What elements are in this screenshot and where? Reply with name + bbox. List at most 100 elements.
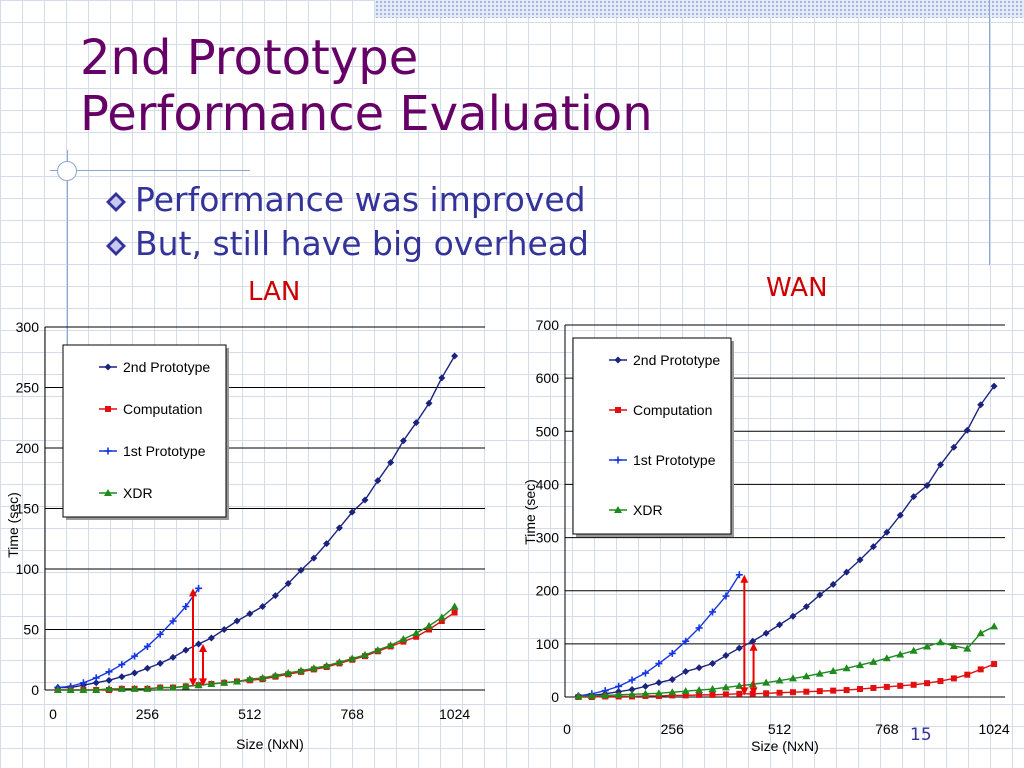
lan-chart: 0 50 100 150 200 250 300 0 256 512 768 1024 Size (Nx… — [5, 319, 485, 752]
data-point — [628, 686, 636, 694]
data-point — [373, 646, 382, 654]
bullet-item: Performance was improved — [105, 178, 589, 222]
legend-label: 2nd Prototype — [123, 359, 210, 375]
data-point — [815, 669, 824, 677]
decorative-line-left — [67, 150, 68, 480]
data-point — [156, 683, 165, 691]
data-point — [709, 608, 717, 616]
data-point — [735, 644, 743, 652]
data-point — [66, 686, 75, 693]
data-point — [601, 691, 610, 699]
y-tick-label: 100 — [536, 636, 560, 652]
data-point — [950, 443, 958, 451]
data-point — [92, 679, 100, 687]
overhead-arrow-head — [749, 642, 758, 651]
data-point — [857, 686, 864, 693]
bullet-text: Performance was improved — [135, 180, 586, 219]
data-point — [323, 540, 331, 548]
data-point — [233, 677, 241, 685]
data-point — [696, 691, 703, 698]
data-point — [964, 671, 971, 678]
data-point — [451, 609, 458, 616]
data-point — [749, 637, 757, 645]
lan-chart-title: LAN — [248, 277, 301, 307]
data-point — [937, 678, 944, 685]
data-point — [682, 637, 690, 645]
x-axis-label: Size (NxN) — [236, 736, 304, 752]
data-point — [896, 511, 904, 519]
slide-title-line1: 2nd Prototype — [80, 30, 419, 86]
data-point — [762, 678, 771, 686]
data-point — [775, 676, 784, 684]
data-point — [843, 687, 850, 694]
data-point — [829, 580, 837, 588]
legend-marker — [104, 489, 112, 496]
data-point — [387, 459, 395, 467]
overhead-arrow-head — [740, 687, 749, 696]
data-point — [143, 684, 152, 692]
legend-marker — [104, 363, 112, 371]
data-point — [856, 556, 864, 564]
data-point — [950, 675, 957, 682]
data-point — [574, 692, 583, 700]
data-point — [641, 689, 650, 697]
diamond-bullet-icon — [106, 235, 126, 256]
slide-title: 2nd Prototype Performance Evaluation — [80, 30, 653, 142]
data-point — [587, 691, 596, 699]
legend: 2nd Prototype Computation 1st Prototype XDR — [62, 344, 229, 520]
data-point — [271, 592, 279, 600]
data-point — [425, 621, 433, 629]
data-point — [143, 642, 151, 650]
x-tick-label: 1024 — [439, 706, 470, 722]
x-tick-label: 768 — [875, 721, 899, 737]
data-point — [896, 650, 905, 658]
data-point — [949, 641, 958, 649]
overhead-arrow-head — [189, 588, 197, 597]
data-point — [977, 666, 984, 673]
data-point — [763, 690, 770, 697]
y-tick-label: 0 — [551, 689, 559, 705]
data-point — [655, 660, 663, 668]
data-point — [681, 687, 690, 695]
data-point — [735, 681, 744, 689]
data-point — [118, 673, 126, 681]
data-point — [297, 666, 305, 674]
data-point — [709, 691, 716, 698]
slide-title-line2: Performance Evaluation — [80, 86, 653, 142]
data-point — [788, 674, 797, 682]
y-tick-label: 100 — [16, 561, 40, 577]
data-point — [668, 675, 676, 683]
data-point — [882, 654, 891, 662]
data-point — [722, 592, 730, 600]
data-point — [412, 629, 421, 637]
legend-label: Computation — [633, 402, 712, 418]
data-point — [870, 684, 877, 691]
data-point — [709, 660, 717, 668]
legend-label: 1st Prototype — [123, 443, 206, 459]
data-point — [105, 668, 113, 676]
series-line — [578, 574, 740, 697]
data-point — [923, 481, 931, 489]
legend-marker — [615, 407, 621, 413]
data-point — [259, 603, 267, 611]
data-point — [79, 679, 87, 687]
data-point — [749, 690, 756, 697]
data-point — [105, 684, 113, 692]
wan-chart: 0 100 200 300 400 500 600 700 0 256 512 768 1024 Size… — [522, 317, 1010, 754]
data-point — [361, 496, 369, 504]
decorative-line-right — [989, 0, 990, 265]
y-tick-label: 200 — [16, 440, 40, 456]
data-point — [438, 618, 445, 625]
bullet-list: Performance was improved But, still have… — [105, 178, 589, 266]
decorative-line-horizontal — [50, 170, 250, 171]
data-point — [53, 686, 62, 693]
data-point — [207, 679, 216, 687]
data-point — [169, 683, 177, 691]
y-tick-label: 300 — [16, 319, 40, 335]
diamond-bullet-icon — [106, 191, 126, 212]
data-point — [722, 691, 729, 698]
series-line — [578, 625, 995, 698]
data-point — [963, 644, 972, 652]
data-point — [335, 658, 344, 666]
data-point — [271, 671, 280, 679]
